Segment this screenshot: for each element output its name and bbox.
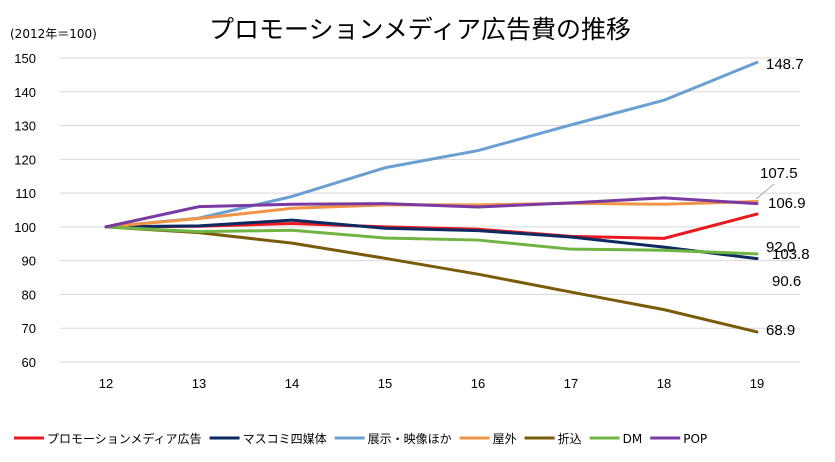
y-axis-ticks: 60 70 80 90 100 110 120 130 140 150 [14,51,36,370]
end-value-label: 90.6 [772,273,801,290]
y-tick-label: 90 [22,254,36,269]
legend-label: POP [683,432,707,446]
x-tick-label: 13 [192,376,206,391]
legend-label: マスコミ四媒体 [243,432,327,446]
legend-label: DM [623,432,643,446]
legend-label: 展示・映像ほか [368,432,452,446]
end-value-label: 148.7 [766,56,804,73]
x-axis-ticks: 12 13 14 15 16 17 18 19 [99,376,764,391]
series-line-2 [104,60,759,229]
y-tick-label: 130 [14,119,36,134]
leader-line [755,183,775,200]
series-line-1 [104,218,759,261]
series-line-6 [104,196,759,229]
y-tick-label: 80 [22,287,36,302]
y-tick-label: 120 [14,152,36,167]
end-value-label: 92.0 [766,239,795,256]
x-tick-label: 12 [99,376,113,391]
y-tick-label: 100 [14,220,36,235]
end-value-label: 103.8 [772,246,810,263]
legend-label: 屋外 [493,432,517,446]
chart-title: プロモーションメディア広告費の推移 [209,15,631,44]
x-tick-label: 16 [471,376,485,391]
end-value-label: 106.9 [768,195,806,212]
x-tick-label: 19 [750,376,764,391]
end-value-label: 68.9 [766,322,795,339]
series-line-5 [104,225,759,256]
x-tick-label: 17 [564,376,578,391]
x-tick-label: 14 [285,376,299,391]
legend-label: プロモーションメディア広告 [47,431,202,446]
series-lines [104,60,759,334]
end-value-label: 107.5 [760,165,798,182]
legend-label: 折込 [558,431,582,446]
y-tick-label: 150 [14,51,36,66]
end-labels: 103.8 90.6 148.7 107.5 68.9 92.0 106.9 [755,56,810,339]
y-tick-label: 60 [22,355,36,370]
series-line-4 [104,225,759,334]
y-tick-label: 70 [22,321,36,336]
y-tick-label: 140 [14,85,36,100]
x-tick-label: 15 [378,376,392,391]
x-tick-label: 18 [657,376,671,391]
y-tick-label: 110 [15,186,36,201]
chart-subtitle: (2012年＝100) [10,27,97,41]
legend: プロモーションメディア広告 マスコミ四媒体 展示・映像ほか 屋外 折込 DM POP [14,431,707,446]
